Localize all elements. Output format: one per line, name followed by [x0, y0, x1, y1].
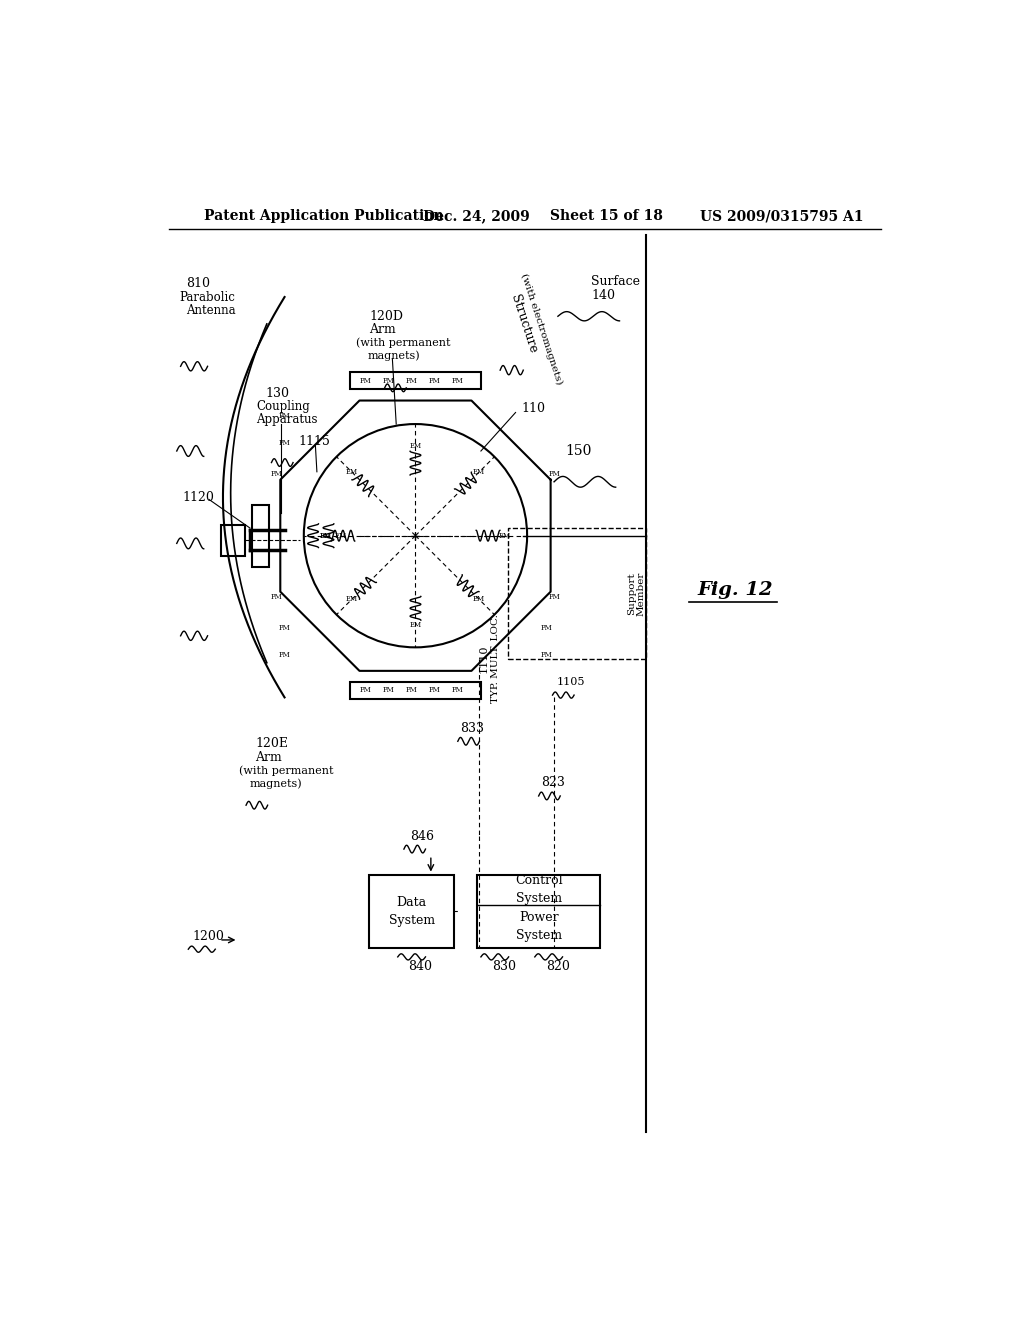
- Text: magnets): magnets): [250, 779, 302, 789]
- Text: 846: 846: [410, 829, 434, 842]
- Text: Dec. 24, 2009: Dec. 24, 2009: [423, 209, 529, 223]
- Text: PM: PM: [429, 378, 440, 385]
- Text: Patent Application Publication: Patent Application Publication: [204, 209, 443, 223]
- Text: EM: EM: [410, 622, 422, 630]
- Bar: [370, 875, 454, 948]
- Text: PM: PM: [383, 378, 394, 385]
- Text: 110: 110: [521, 403, 546, 416]
- Text: Antenna: Antenna: [186, 304, 236, 317]
- Text: PM: PM: [541, 651, 552, 659]
- Text: 833: 833: [460, 722, 484, 735]
- Text: 823: 823: [541, 776, 565, 788]
- Text: PM: PM: [452, 378, 464, 385]
- Text: 830: 830: [493, 961, 516, 973]
- Text: 810: 810: [186, 277, 210, 290]
- Text: Structure: Structure: [508, 293, 539, 355]
- Text: Member: Member: [637, 572, 645, 615]
- Text: Data
System: Data System: [388, 895, 434, 927]
- Text: 150: 150: [565, 444, 592, 458]
- Bar: [477, 875, 600, 948]
- Text: EM: EM: [346, 595, 358, 603]
- Text: Parabolic: Parabolic: [179, 290, 234, 304]
- Text: (with permanent: (with permanent: [240, 766, 334, 776]
- Text: 840: 840: [408, 961, 432, 973]
- Text: 120E: 120E: [255, 737, 289, 750]
- Text: EM: EM: [473, 595, 484, 603]
- Text: EM: EM: [319, 532, 332, 540]
- Circle shape: [304, 424, 527, 647]
- Text: Apparatus: Apparatus: [256, 413, 317, 426]
- Text: PM: PM: [359, 686, 372, 694]
- Text: 1115: 1115: [298, 436, 331, 449]
- Text: EM: EM: [410, 442, 422, 450]
- Text: 130: 130: [265, 387, 290, 400]
- Text: EM: EM: [335, 532, 347, 540]
- Text: Surface: Surface: [591, 275, 640, 288]
- Text: PM: PM: [548, 593, 560, 602]
- Bar: [252, 504, 269, 566]
- Bar: [350, 372, 481, 389]
- Text: PM: PM: [271, 470, 283, 478]
- Text: TYP. MULT. LOC.: TYP. MULT. LOC.: [490, 615, 500, 704]
- Text: PM: PM: [279, 412, 291, 420]
- Text: US 2009/0315795 A1: US 2009/0315795 A1: [700, 209, 864, 223]
- Text: 820: 820: [547, 961, 570, 973]
- Text: PM: PM: [429, 686, 440, 694]
- Text: Arm: Arm: [370, 323, 396, 335]
- Text: 140: 140: [591, 289, 615, 302]
- Text: PM: PM: [359, 378, 372, 385]
- Text: Power
System: Power System: [516, 911, 562, 942]
- Bar: [221, 525, 245, 556]
- Text: EM: EM: [319, 532, 332, 540]
- Text: PM: PM: [541, 624, 552, 632]
- Text: Fig. 12: Fig. 12: [697, 581, 773, 598]
- Text: 120D: 120D: [370, 310, 403, 323]
- Text: PM: PM: [406, 378, 418, 385]
- Text: Sheet 15 of 18: Sheet 15 of 18: [550, 209, 664, 223]
- Text: 1120: 1120: [183, 491, 215, 504]
- Text: EM: EM: [499, 532, 511, 540]
- Text: PM: PM: [279, 440, 291, 447]
- Text: PM: PM: [271, 593, 283, 602]
- Text: PM: PM: [406, 686, 418, 694]
- Text: Control
System: Control System: [515, 874, 562, 906]
- Text: Arm: Arm: [255, 751, 282, 764]
- Text: (with electromagnets): (with electromagnets): [519, 272, 564, 387]
- Text: 1200: 1200: [193, 929, 224, 942]
- Text: magnets): magnets): [368, 350, 420, 360]
- Text: PM: PM: [279, 624, 291, 632]
- Text: 1105: 1105: [556, 677, 585, 686]
- Text: Support: Support: [628, 572, 636, 615]
- Bar: [350, 682, 481, 700]
- Text: 1110: 1110: [478, 644, 488, 673]
- Bar: [508, 528, 646, 659]
- Text: (with permanent: (with permanent: [356, 337, 451, 347]
- Text: PM: PM: [279, 651, 291, 659]
- Text: PM: PM: [452, 686, 464, 694]
- Text: PM: PM: [548, 470, 560, 478]
- Text: PM: PM: [383, 686, 394, 694]
- Text: EM: EM: [346, 469, 358, 477]
- Text: Coupling: Coupling: [256, 400, 310, 413]
- Text: EM: EM: [473, 469, 484, 477]
